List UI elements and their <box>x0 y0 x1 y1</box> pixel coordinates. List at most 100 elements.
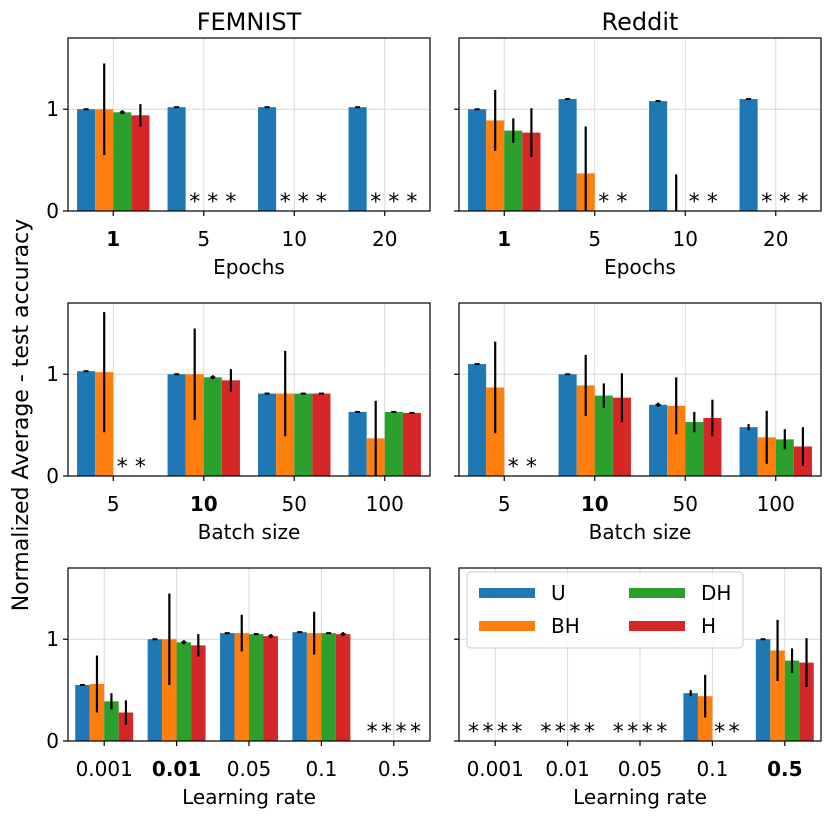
missing-result-marker: * <box>370 190 381 215</box>
x-axis-label: Epochs <box>213 255 285 279</box>
x-tick-label: 10 <box>673 227 698 251</box>
bar-U <box>348 411 367 476</box>
bar-U <box>75 685 90 741</box>
bar-DH <box>594 395 613 476</box>
bar-U <box>167 374 186 476</box>
panel-title: Reddit <box>602 8 679 36</box>
missing-result-marker: * <box>729 720 740 745</box>
x-tick-label: 0.001 <box>76 757 133 781</box>
chart-panel: * * 0 1 5 10 50 100 Batch size <box>46 302 431 544</box>
missing-result-marker: * <box>627 720 638 745</box>
y-tick-label: 0 <box>46 464 59 488</box>
x-tick-label: 1 <box>497 227 511 251</box>
bar-U <box>755 639 771 741</box>
x-tick-label: 0.5 <box>767 757 802 781</box>
bar-U <box>739 99 758 211</box>
missing-result-marker: * <box>555 720 566 745</box>
bar-BH <box>162 639 177 741</box>
missing-result-marker: * <box>468 720 479 745</box>
missing-result-marker: * <box>714 720 725 745</box>
missing-result-marker: * <box>381 720 392 745</box>
bar-H <box>191 645 206 741</box>
legend-swatch-U <box>479 588 535 598</box>
bar-BH <box>770 650 785 741</box>
missing-result-marker: * <box>225 190 236 215</box>
bar-U <box>683 693 698 741</box>
missing-result-marker: * <box>135 455 146 480</box>
bar-BH <box>306 633 322 741</box>
x-axis-label: Learning rate <box>182 785 316 809</box>
missing-result-marker: * <box>540 720 551 745</box>
bar-U <box>167 107 186 211</box>
bar-H <box>263 636 278 741</box>
bar-H <box>612 397 631 476</box>
missing-result-marker: * <box>280 190 291 215</box>
x-tick-label: 20 <box>763 227 788 251</box>
bar-U <box>468 109 487 211</box>
bar-DH <box>784 660 800 741</box>
legend-swatch-DH <box>629 588 685 598</box>
missing-result-marker: * <box>526 455 537 480</box>
bar-DH <box>321 633 336 741</box>
missing-result-marker: * <box>207 190 218 215</box>
bar-H <box>522 132 541 211</box>
missing-result-marker: * <box>689 190 700 215</box>
legend-swatch-BH <box>479 621 535 631</box>
missing-result-marker: * <box>613 720 624 745</box>
legend: U BH DH H <box>466 571 744 649</box>
missing-result-marker: * <box>406 190 417 215</box>
x-tick-label: 10 <box>581 492 609 516</box>
bar-BH <box>667 405 686 476</box>
bar-H <box>118 712 134 741</box>
bar-BH <box>185 374 204 476</box>
x-tick-label: 0.1 <box>305 757 337 781</box>
bar-U <box>739 427 758 476</box>
bar-DH <box>504 130 523 211</box>
bar-U <box>77 371 96 476</box>
bar-U <box>558 374 577 476</box>
bar-U <box>258 393 277 476</box>
bar-BH <box>576 385 595 476</box>
axes-frame <box>458 37 822 212</box>
y-tick-label: 0 <box>46 729 59 753</box>
missing-result-marker: * <box>707 190 718 215</box>
missing-result-marker: * <box>396 720 407 745</box>
bar-U <box>468 364 487 476</box>
missing-result-marker: * <box>761 190 772 215</box>
missing-result-marker: * <box>117 455 128 480</box>
bar-BH <box>486 120 505 211</box>
missing-result-marker: * <box>656 720 667 745</box>
bar-U <box>649 404 668 476</box>
missing-result-marker: * <box>598 190 609 215</box>
x-tick-label: 1 <box>106 227 120 251</box>
missing-result-marker: * <box>508 455 519 480</box>
chart-panel: * * * * * * * * * 0 1 1 5 10 20 Epochs FEMNIST <box>46 8 431 279</box>
missing-result-marker: * <box>298 190 309 215</box>
x-tick-label: 0.01 <box>545 757 590 781</box>
bar-U <box>348 107 367 211</box>
missing-result-marker: * <box>189 190 200 215</box>
x-tick-label: 10 <box>190 492 218 516</box>
bar-H <box>335 634 351 741</box>
x-tick-label: 0.001 <box>467 757 524 781</box>
bar-BH <box>697 696 713 741</box>
panel-title: FEMNIST <box>197 8 302 36</box>
missing-result-marker: * <box>616 190 627 215</box>
legend-swatch-H <box>629 621 685 631</box>
axes-frame <box>67 302 431 477</box>
x-axis-label: Epochs <box>604 255 676 279</box>
x-tick-label: 50 <box>673 492 698 516</box>
bar-U <box>220 633 235 741</box>
bar-H <box>703 417 722 476</box>
x-tick-label: 10 <box>282 227 307 251</box>
x-tick-label: 100 <box>757 492 795 516</box>
missing-result-marker: * <box>482 720 493 745</box>
legend-label: H <box>701 614 716 638</box>
x-tick-label: 5 <box>588 227 601 251</box>
x-tick-label: 5 <box>197 227 210 251</box>
missing-result-marker: * <box>497 720 508 745</box>
missing-result-marker: * <box>569 720 580 745</box>
bar-U <box>147 639 163 741</box>
